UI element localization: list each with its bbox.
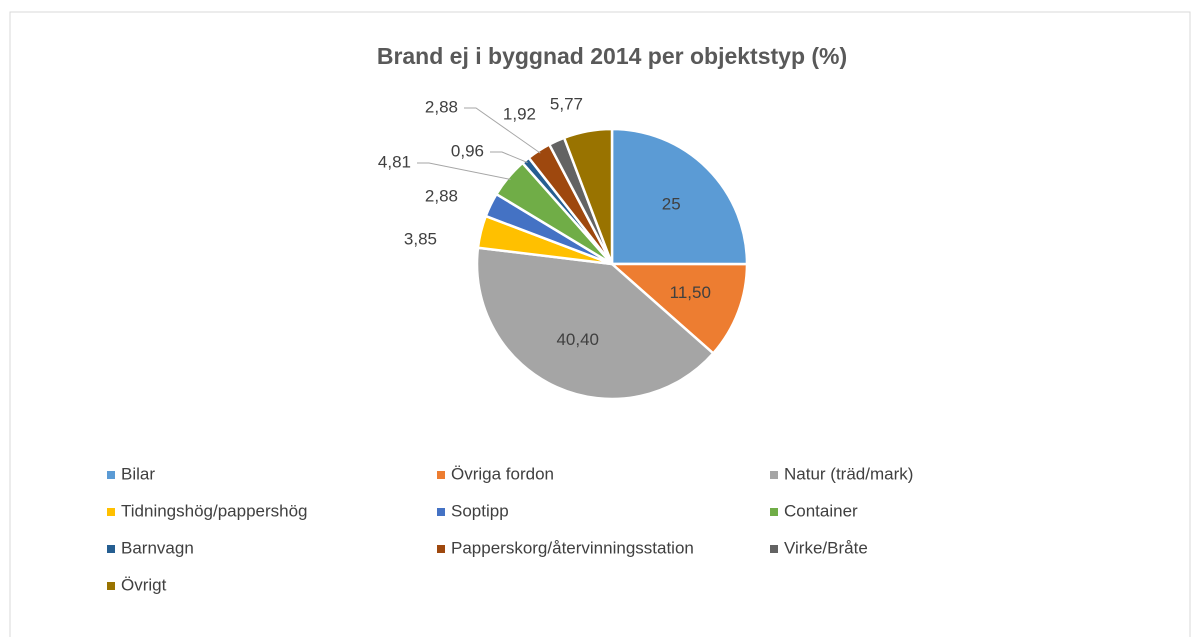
data-label: 2,88 [425,97,458,116]
data-label: 2,88 [425,186,458,205]
data-label: 11,50 [670,283,711,302]
data-label: 40,40 [556,330,599,349]
legend-label: Övrigt [121,575,167,594]
legend-swatch [107,545,115,553]
legend-label: Container [784,501,858,520]
legend-swatch [437,545,445,553]
legend-label: Virke/Bråte [784,538,868,557]
legend-label: Papperskorg/återvinningsstation [451,538,694,557]
legend-swatch [770,545,778,553]
leader-line [417,162,511,180]
legend-label: Barnvagn [121,538,194,557]
legend-label: Övriga fordon [451,464,554,483]
legend-swatch [770,471,778,479]
legend-swatch [107,508,115,516]
pie-slice [475,246,715,401]
pie-slice [562,127,614,265]
chart-title: Brand ej i byggnad 2014 per objektstyp (… [377,43,847,69]
leader-line [490,151,528,164]
legend-label: Soptipp [451,501,509,520]
pie-slice [608,262,749,356]
legend-swatch [770,508,778,516]
data-label: 3,85 [404,229,437,248]
data-label: 0,96 [451,141,484,160]
data-label: 1,92 [503,104,536,123]
legend-swatch [107,582,115,590]
pie-slice [610,127,749,266]
leader-line [464,107,541,154]
data-label: 5,77 [550,94,583,113]
legend-swatch [107,471,115,479]
data-label: 4,81 [378,152,411,171]
legend-swatch [437,508,445,516]
data-label: 25 [662,194,681,213]
legend-swatch [437,471,445,479]
legend-label: Tidningshög/pappershög [121,501,308,520]
legend-label: Bilar [121,464,155,483]
legend-label: Natur (träd/mark) [784,464,913,483]
